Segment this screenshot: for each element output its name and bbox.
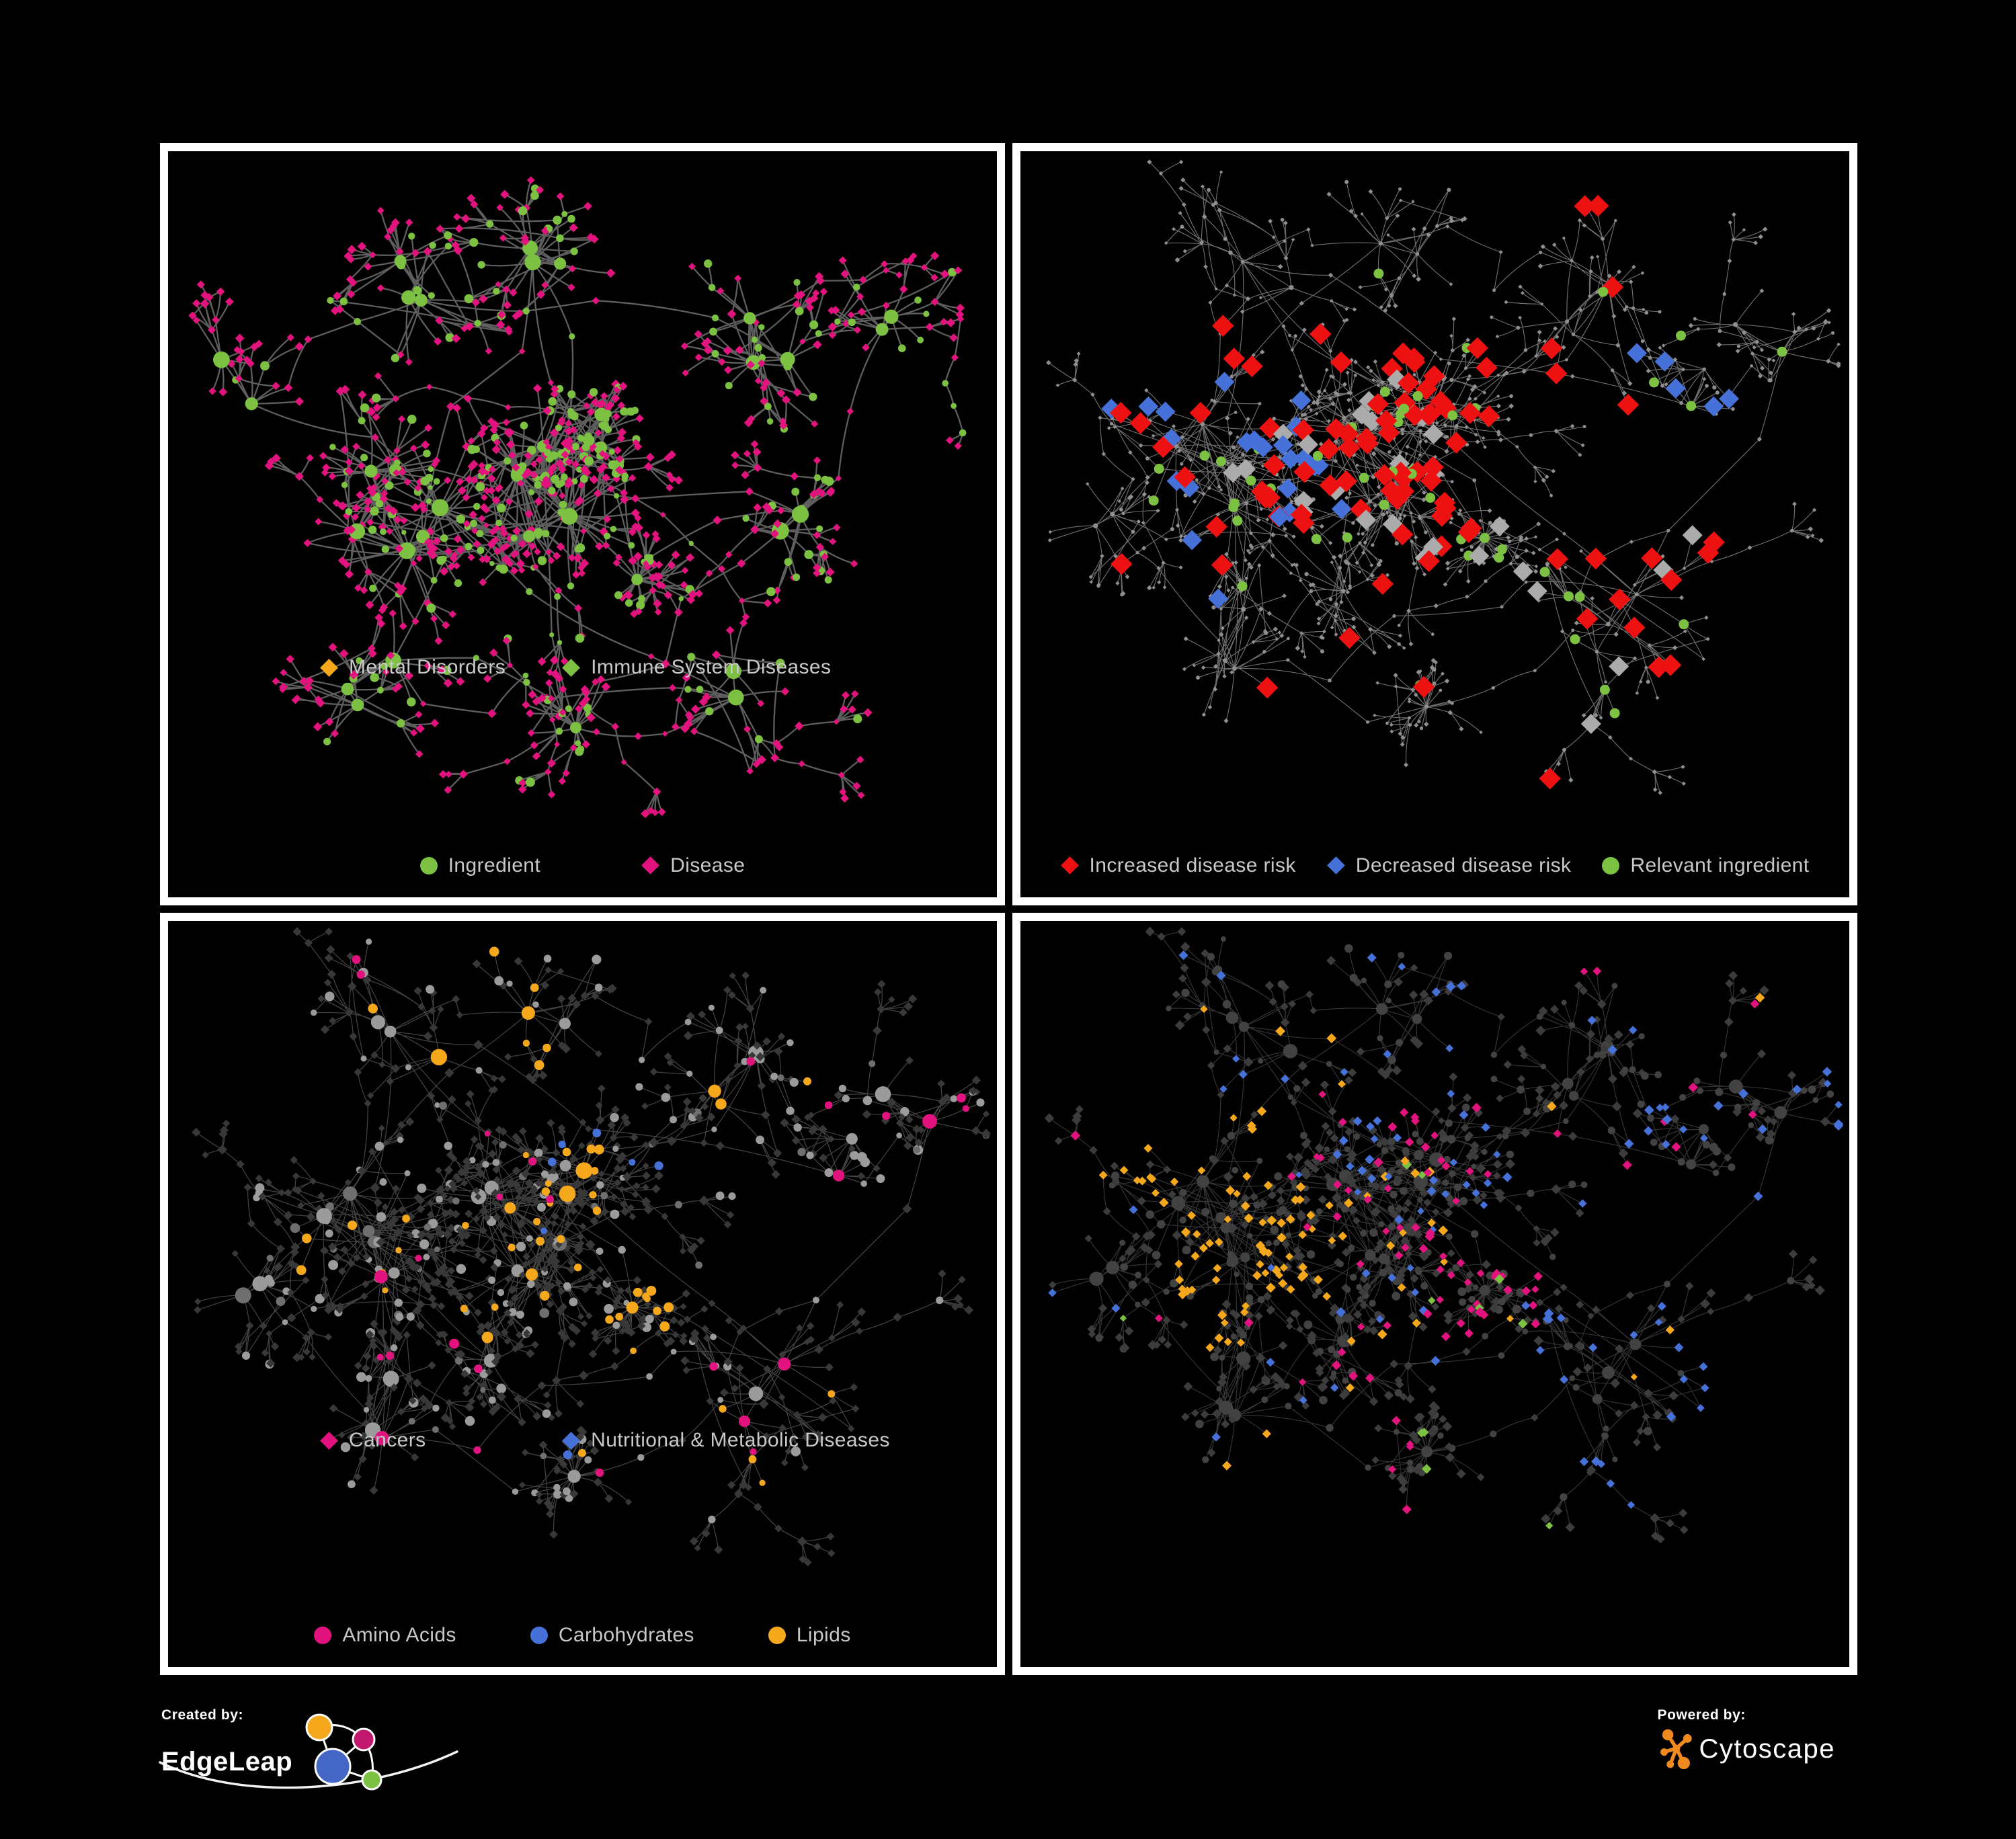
legend-symbol-circle bbox=[530, 1626, 548, 1644]
legend-item-label: Increased disease risk bbox=[1089, 854, 1296, 876]
legend-item-label: Lipids bbox=[796, 1623, 851, 1646]
edgeleap-logo-text: EdgeLeap bbox=[161, 1746, 293, 1776]
legend-item: Disease bbox=[641, 854, 745, 877]
powered-by-label: Powered by: bbox=[1657, 1707, 1746, 1723]
legend-disease-risk: Increased disease risk Decreased disease … bbox=[1020, 833, 1849, 897]
legend-item-label: Amino Acids bbox=[342, 1623, 456, 1646]
legend-symbol-diamond bbox=[1060, 856, 1079, 874]
cytoscape-logo-text: Cytoscape bbox=[1699, 1733, 1835, 1764]
legend-item-label: Disease bbox=[670, 854, 745, 876]
network-panels-grid: Ingredient Disease Increased disease risk… bbox=[160, 143, 1857, 1675]
legend-symbol-circle bbox=[1602, 856, 1620, 874]
panel-disease-risk: Increased disease risk Decreased disease … bbox=[1012, 143, 1857, 905]
edgeleap-logo-icon bbox=[305, 1713, 382, 1791]
legend-nutrient-classes: Amino Acids Carbohydrates Lipids bbox=[168, 1603, 997, 1667]
edgeleap-brand-row: EdgeLeap bbox=[159, 1713, 458, 1796]
legend-item: Increased disease risk bbox=[1060, 854, 1296, 877]
panel-disease-classes: Mental Disorders Immune System Diseases Ca… bbox=[320, 656, 1857, 1675]
legend-symbol-circle bbox=[419, 856, 438, 874]
legend-item: Relevant ingredient bbox=[1602, 854, 1809, 877]
legend-item-label: Carbohydrates bbox=[558, 1623, 694, 1646]
cytoscape-logo-icon bbox=[1660, 1729, 1692, 1770]
panel-ingredient-disease: Ingredient Disease bbox=[160, 143, 1005, 905]
legend-item-label: Ingredient bbox=[448, 854, 541, 876]
created-by-label: Created by: bbox=[161, 1707, 244, 1723]
footer: Created by: EdgeLeap Powered bbox=[159, 1675, 1857, 1816]
legend-item-label: Relevant ingredient bbox=[1630, 854, 1810, 876]
created-by-block: Created by: EdgeLeap bbox=[159, 1707, 458, 1796]
legend-item: Amino Acids bbox=[314, 1624, 456, 1647]
legend-symbol-diamond bbox=[1326, 856, 1345, 874]
legend-item: Ingredient bbox=[419, 854, 541, 877]
legend-symbol-circle bbox=[768, 1626, 786, 1644]
powered-by-block: Powered by: Cytosc bbox=[1658, 1707, 1835, 1770]
cytoscape-brand-row: Cytoscape bbox=[1658, 1727, 1835, 1770]
legend-item: Carbohydrates bbox=[530, 1624, 694, 1647]
legend-item-label: Decreased disease risk bbox=[1355, 854, 1572, 876]
nutrient-classes-network-graph bbox=[168, 921, 997, 1603]
legend-symbol-circle bbox=[314, 1626, 332, 1644]
legend-ingredient-disease: Ingredient Disease bbox=[168, 833, 997, 897]
legend-item: Lipids bbox=[768, 1624, 851, 1647]
ingredient-disease-network-graph bbox=[168, 151, 997, 833]
legend-item: Decreased disease risk bbox=[1326, 854, 1572, 877]
disease-risk-network-graph bbox=[1020, 151, 1849, 833]
panel-nutrient-classes: Amino Acids Carbohydrates Lipids bbox=[160, 913, 1005, 1675]
disease-classes-network-graph bbox=[1020, 921, 1849, 1573]
